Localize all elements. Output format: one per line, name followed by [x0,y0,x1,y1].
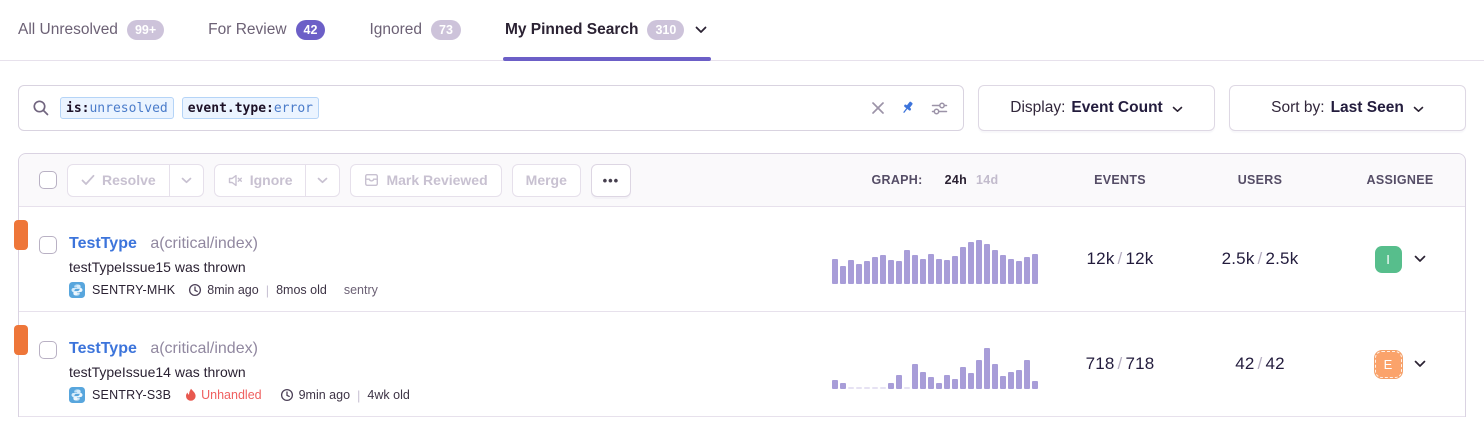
sort-dropdown-label: Sort by: [1271,99,1325,116]
issue-search-bar[interactable]: is:unresolved event.type:error [18,85,964,131]
tab-count-badge: 310 [647,19,685,41]
tab-label: For Review [208,21,287,38]
issue-last-seen: 9min ago [298,388,351,402]
clock-icon [280,388,294,402]
resolve-button-group: Resolve [67,163,204,197]
issue-annotation: a(critical/index) [150,235,258,252]
graph-period-24h[interactable]: 24h [944,173,968,187]
ignore-button[interactable]: Ignore [215,165,306,196]
assignee-dropdown-chevron-icon[interactable] [1414,360,1426,368]
archive-icon [364,173,379,187]
tab-for-review[interactable]: For Review 42 [208,0,326,60]
assignee-avatar[interactable]: I [1374,245,1402,273]
mute-icon [228,174,243,187]
merge-button[interactable]: Merge [511,163,581,197]
pin-search-icon[interactable] [900,100,916,116]
column-header-users: USERS [1237,173,1283,187]
clock-icon [188,283,202,297]
chevron-down-icon [1172,106,1183,113]
issue-short-id: SENTRY-MHK [92,283,176,297]
issue-events-graph [815,207,1055,311]
issue-title-link[interactable]: TestType [69,235,137,252]
issue-row[interactable]: TestType a(critical/index) testTypeIssue… [14,207,1465,312]
issue-short-id: SENTRY-S3B [92,388,172,402]
issue-message: testTypeIssue14 was thrown [69,364,246,380]
ignore-button-group: Ignore [213,163,341,197]
column-header-events: EVENTS [1094,173,1146,187]
column-header-assignee: ASSIGNEE [1366,173,1434,187]
select-all-checkbox[interactable] [39,171,57,189]
tab-count-badge: 73 [431,19,461,41]
issue-meta: SENTRY-MHK 8min ago | 8mos old sentry [69,282,378,298]
assignee-dropdown-chevron-icon[interactable] [1414,255,1426,263]
issue-events-count: 12k/12k [1086,249,1154,268]
tab-label: All Unresolved [18,21,118,38]
tab-label: Ignored [369,21,423,38]
error-level-indicator [14,325,28,355]
issue-row[interactable]: TestType a(critical/index) testTypeIssue… [14,312,1465,417]
issue-events-count: 718/718 [1085,354,1155,373]
issues-panel: Resolve Ignore [14,153,1466,417]
python-platform-icon [69,387,85,403]
chevron-down-icon [1413,106,1424,113]
issue-users-count: 2.5k/2.5k [1221,249,1299,268]
stream-controls: is:unresolved event.type:error Display: … [0,85,1484,131]
issue-title-link[interactable]: TestType [69,340,137,357]
tab-all-unresolved[interactable]: All Unresolved 99+ [18,0,165,60]
resolve-dropdown-button[interactable] [168,164,203,196]
issues-panel-header: Resolve Ignore [19,154,1465,207]
mark-reviewed-button[interactable]: Mark Reviewed [350,163,502,197]
chevron-down-icon[interactable] [695,26,707,34]
tab-my-pinned-search[interactable]: My Pinned Search 310 [502,0,712,61]
fire-icon [185,388,197,402]
display-dropdown-value: Event Count [1071,99,1163,116]
issue-age: 8mos old [276,283,327,297]
tab-label: My Pinned Search [504,21,639,38]
display-dropdown[interactable]: Display: Event Count [978,85,1215,131]
tab-count-badge: 99+ [126,19,165,41]
column-header-graph: GRAPH: 24h 14d [871,173,999,187]
display-dropdown-label: Display: [1010,99,1066,116]
more-actions-button[interactable]: ••• [590,163,631,197]
search-token[interactable]: is:unresolved [60,97,174,119]
issue-assignee-cell: E [1335,312,1465,416]
settings-sliders-icon[interactable] [931,100,948,117]
search-token-list[interactable]: is:unresolved event.type:error [60,97,871,119]
resolve-button[interactable]: Resolve [68,165,169,196]
issue-events-graph [815,312,1055,416]
issue-users-count: 42/42 [1235,354,1285,373]
issue-select-checkbox[interactable] [39,236,57,254]
search-token[interactable]: event.type:error [181,97,319,119]
ellipsis-icon: ••• [602,172,620,188]
ignore-dropdown-button[interactable] [305,164,339,196]
issue-last-seen: 8min ago [207,283,259,297]
assignee-avatar[interactable]: E [1374,350,1402,378]
issue-stream-tabs: All Unresolved 99+ For Review 42 Ignored… [0,0,1484,61]
bulk-actions-toolbar: Resolve Ignore [19,163,815,197]
graph-period-14d[interactable]: 14d [976,173,999,187]
tab-count-badge: 42 [295,19,326,41]
unhandled-badge: Unhandled [185,388,262,402]
sort-by-dropdown[interactable]: Sort by: Last Seen [1229,85,1466,131]
error-level-indicator [14,220,28,250]
clear-search-icon[interactable] [871,101,885,115]
issue-assignee-cell: I [1335,207,1465,311]
issue-meta: SENTRY-S3B Unhandled 9min ago | 4wk old [69,387,410,403]
issue-age: 4wk old [367,388,410,402]
issue-message: testTypeIssue15 was thrown [69,259,246,275]
check-icon [81,174,95,186]
issue-annotation: a(critical/index) [150,340,258,357]
sort-dropdown-value: Last Seen [1330,99,1404,116]
issue-select-checkbox[interactable] [39,341,57,359]
issue-project-tag: sentry [343,283,378,297]
python-platform-icon [69,282,85,298]
search-icon [32,99,50,117]
tab-ignored[interactable]: Ignored 73 [369,0,461,60]
